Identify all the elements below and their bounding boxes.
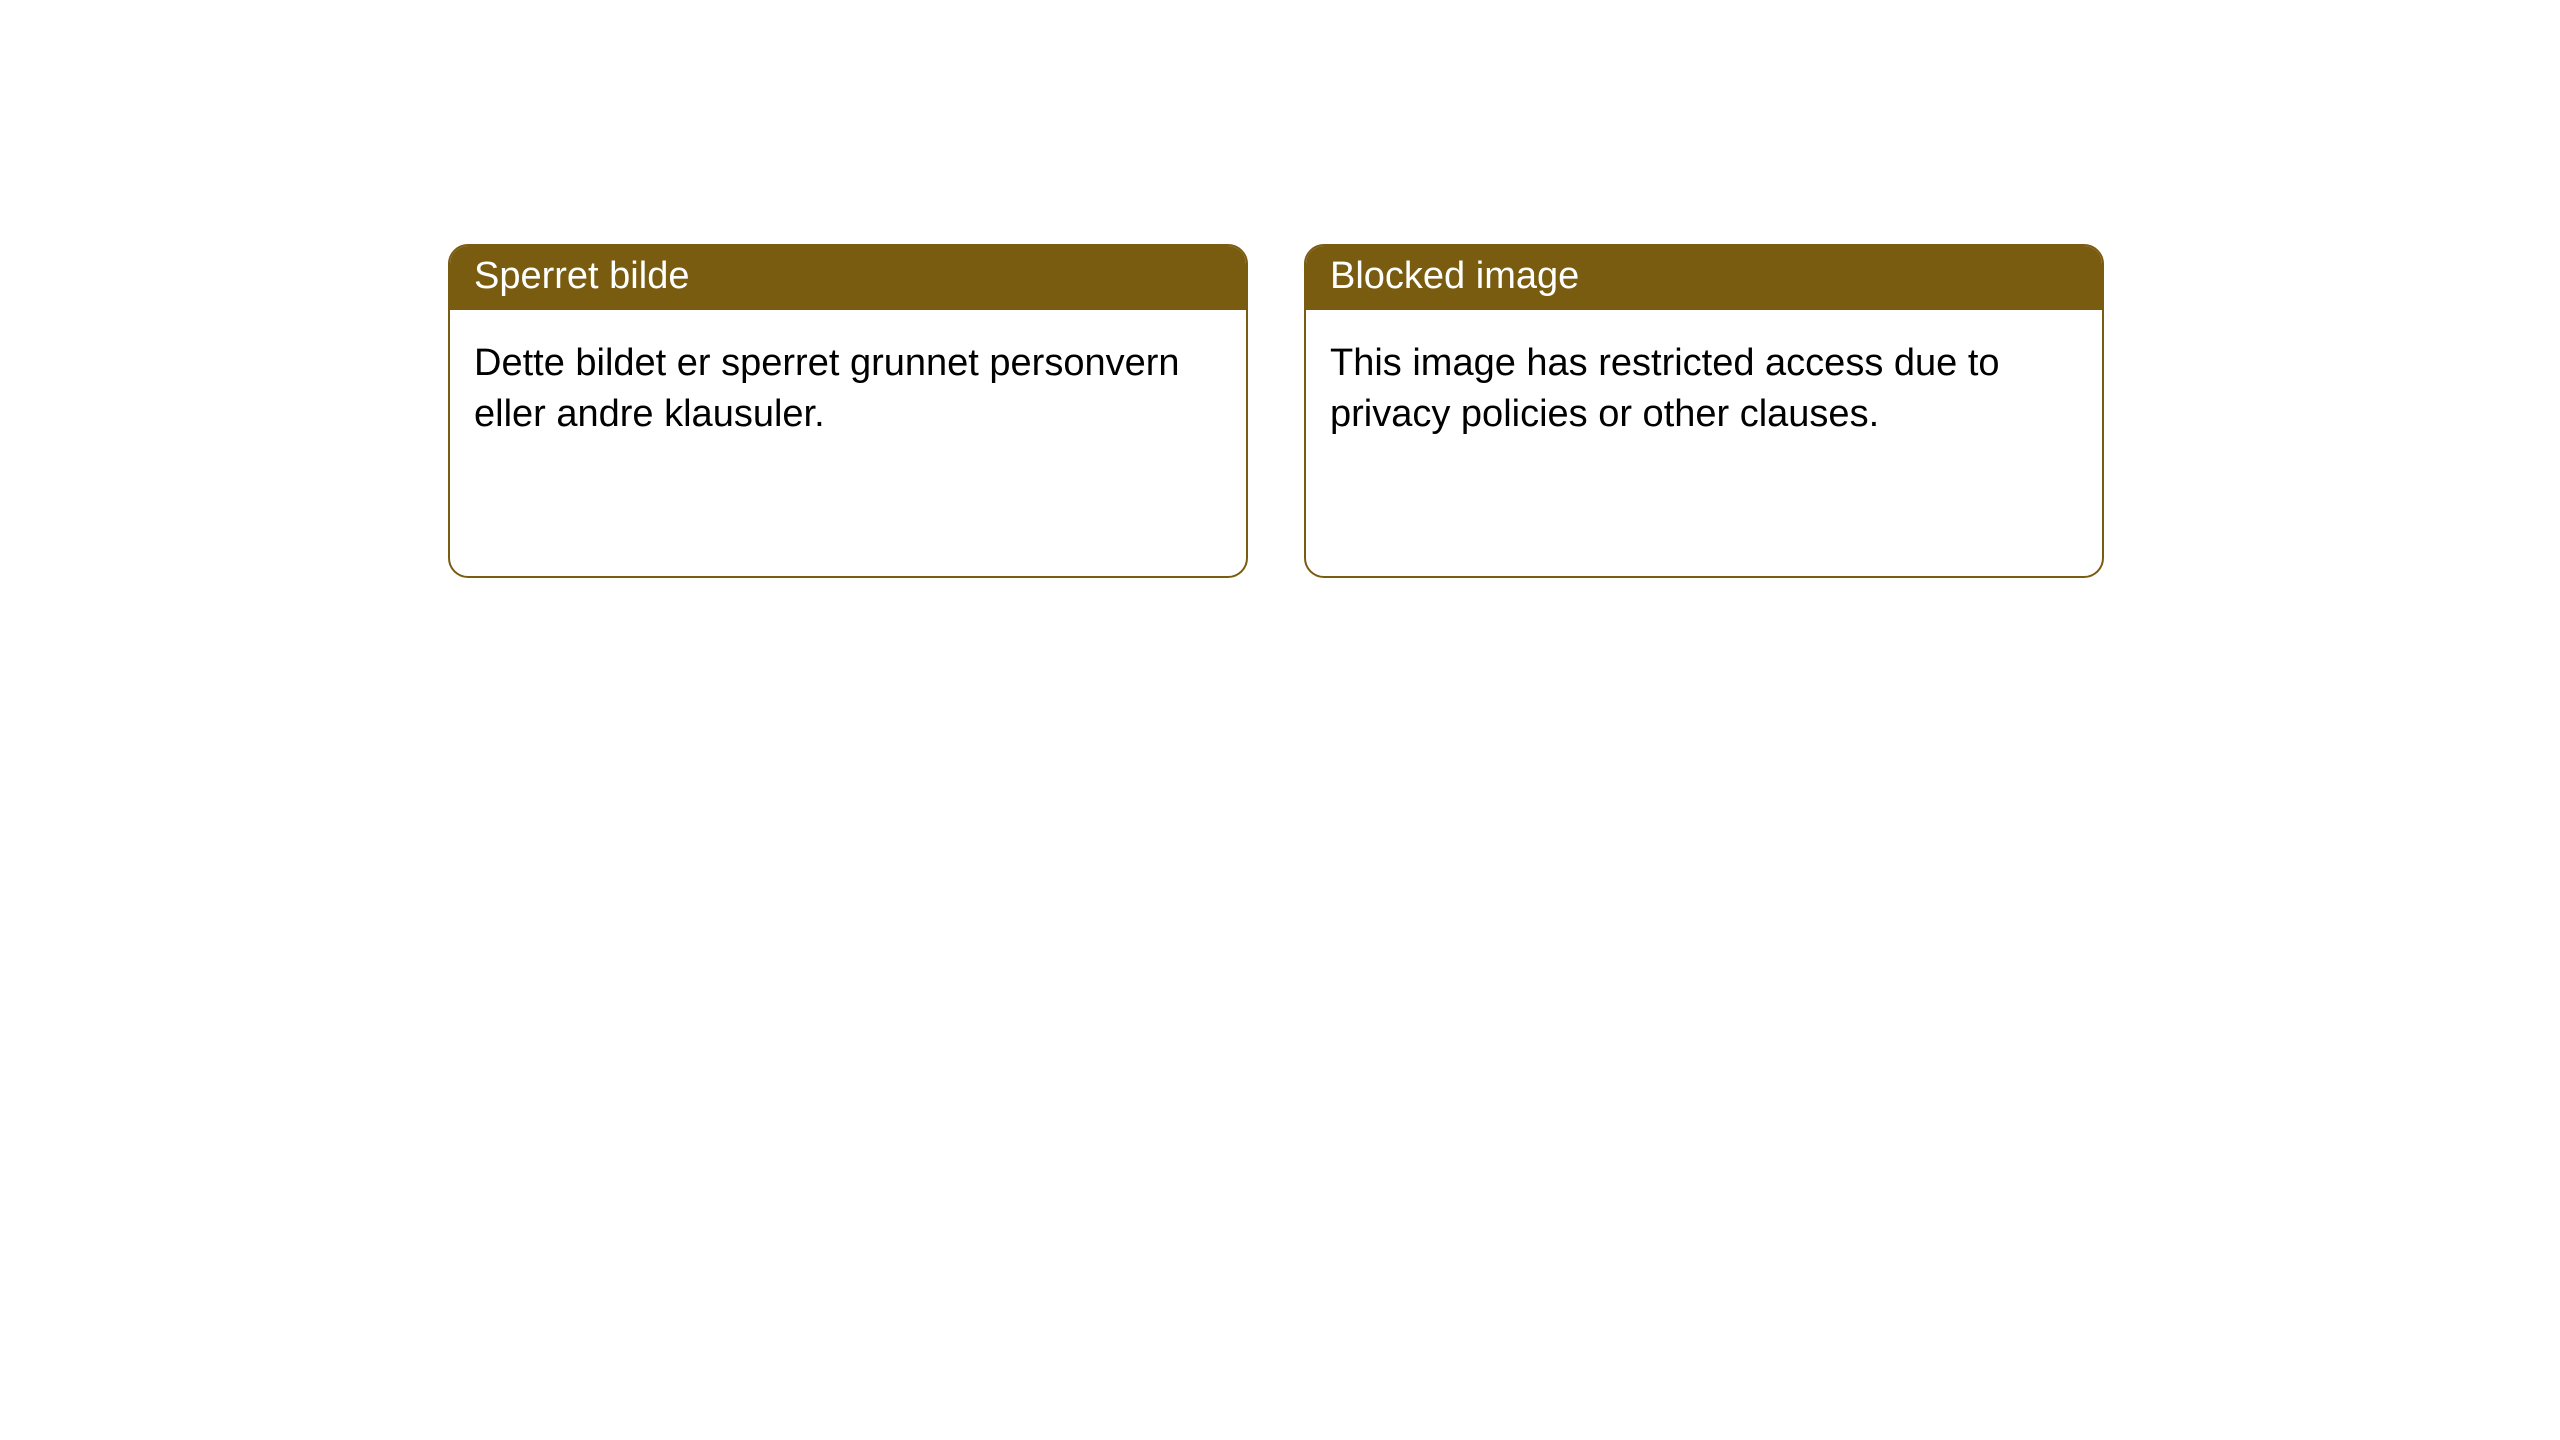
notice-card-english: Blocked image This image has restricted …	[1304, 244, 2104, 578]
notice-body-english: This image has restricted access due to …	[1306, 310, 2102, 469]
notice-card-norwegian: Sperret bilde Dette bildet er sperret gr…	[448, 244, 1248, 578]
notice-body-norwegian: Dette bildet er sperret grunnet personve…	[450, 310, 1246, 469]
notice-container: Sperret bilde Dette bildet er sperret gr…	[0, 0, 2560, 578]
notice-header-norwegian: Sperret bilde	[450, 246, 1246, 310]
notice-header-english: Blocked image	[1306, 246, 2102, 310]
